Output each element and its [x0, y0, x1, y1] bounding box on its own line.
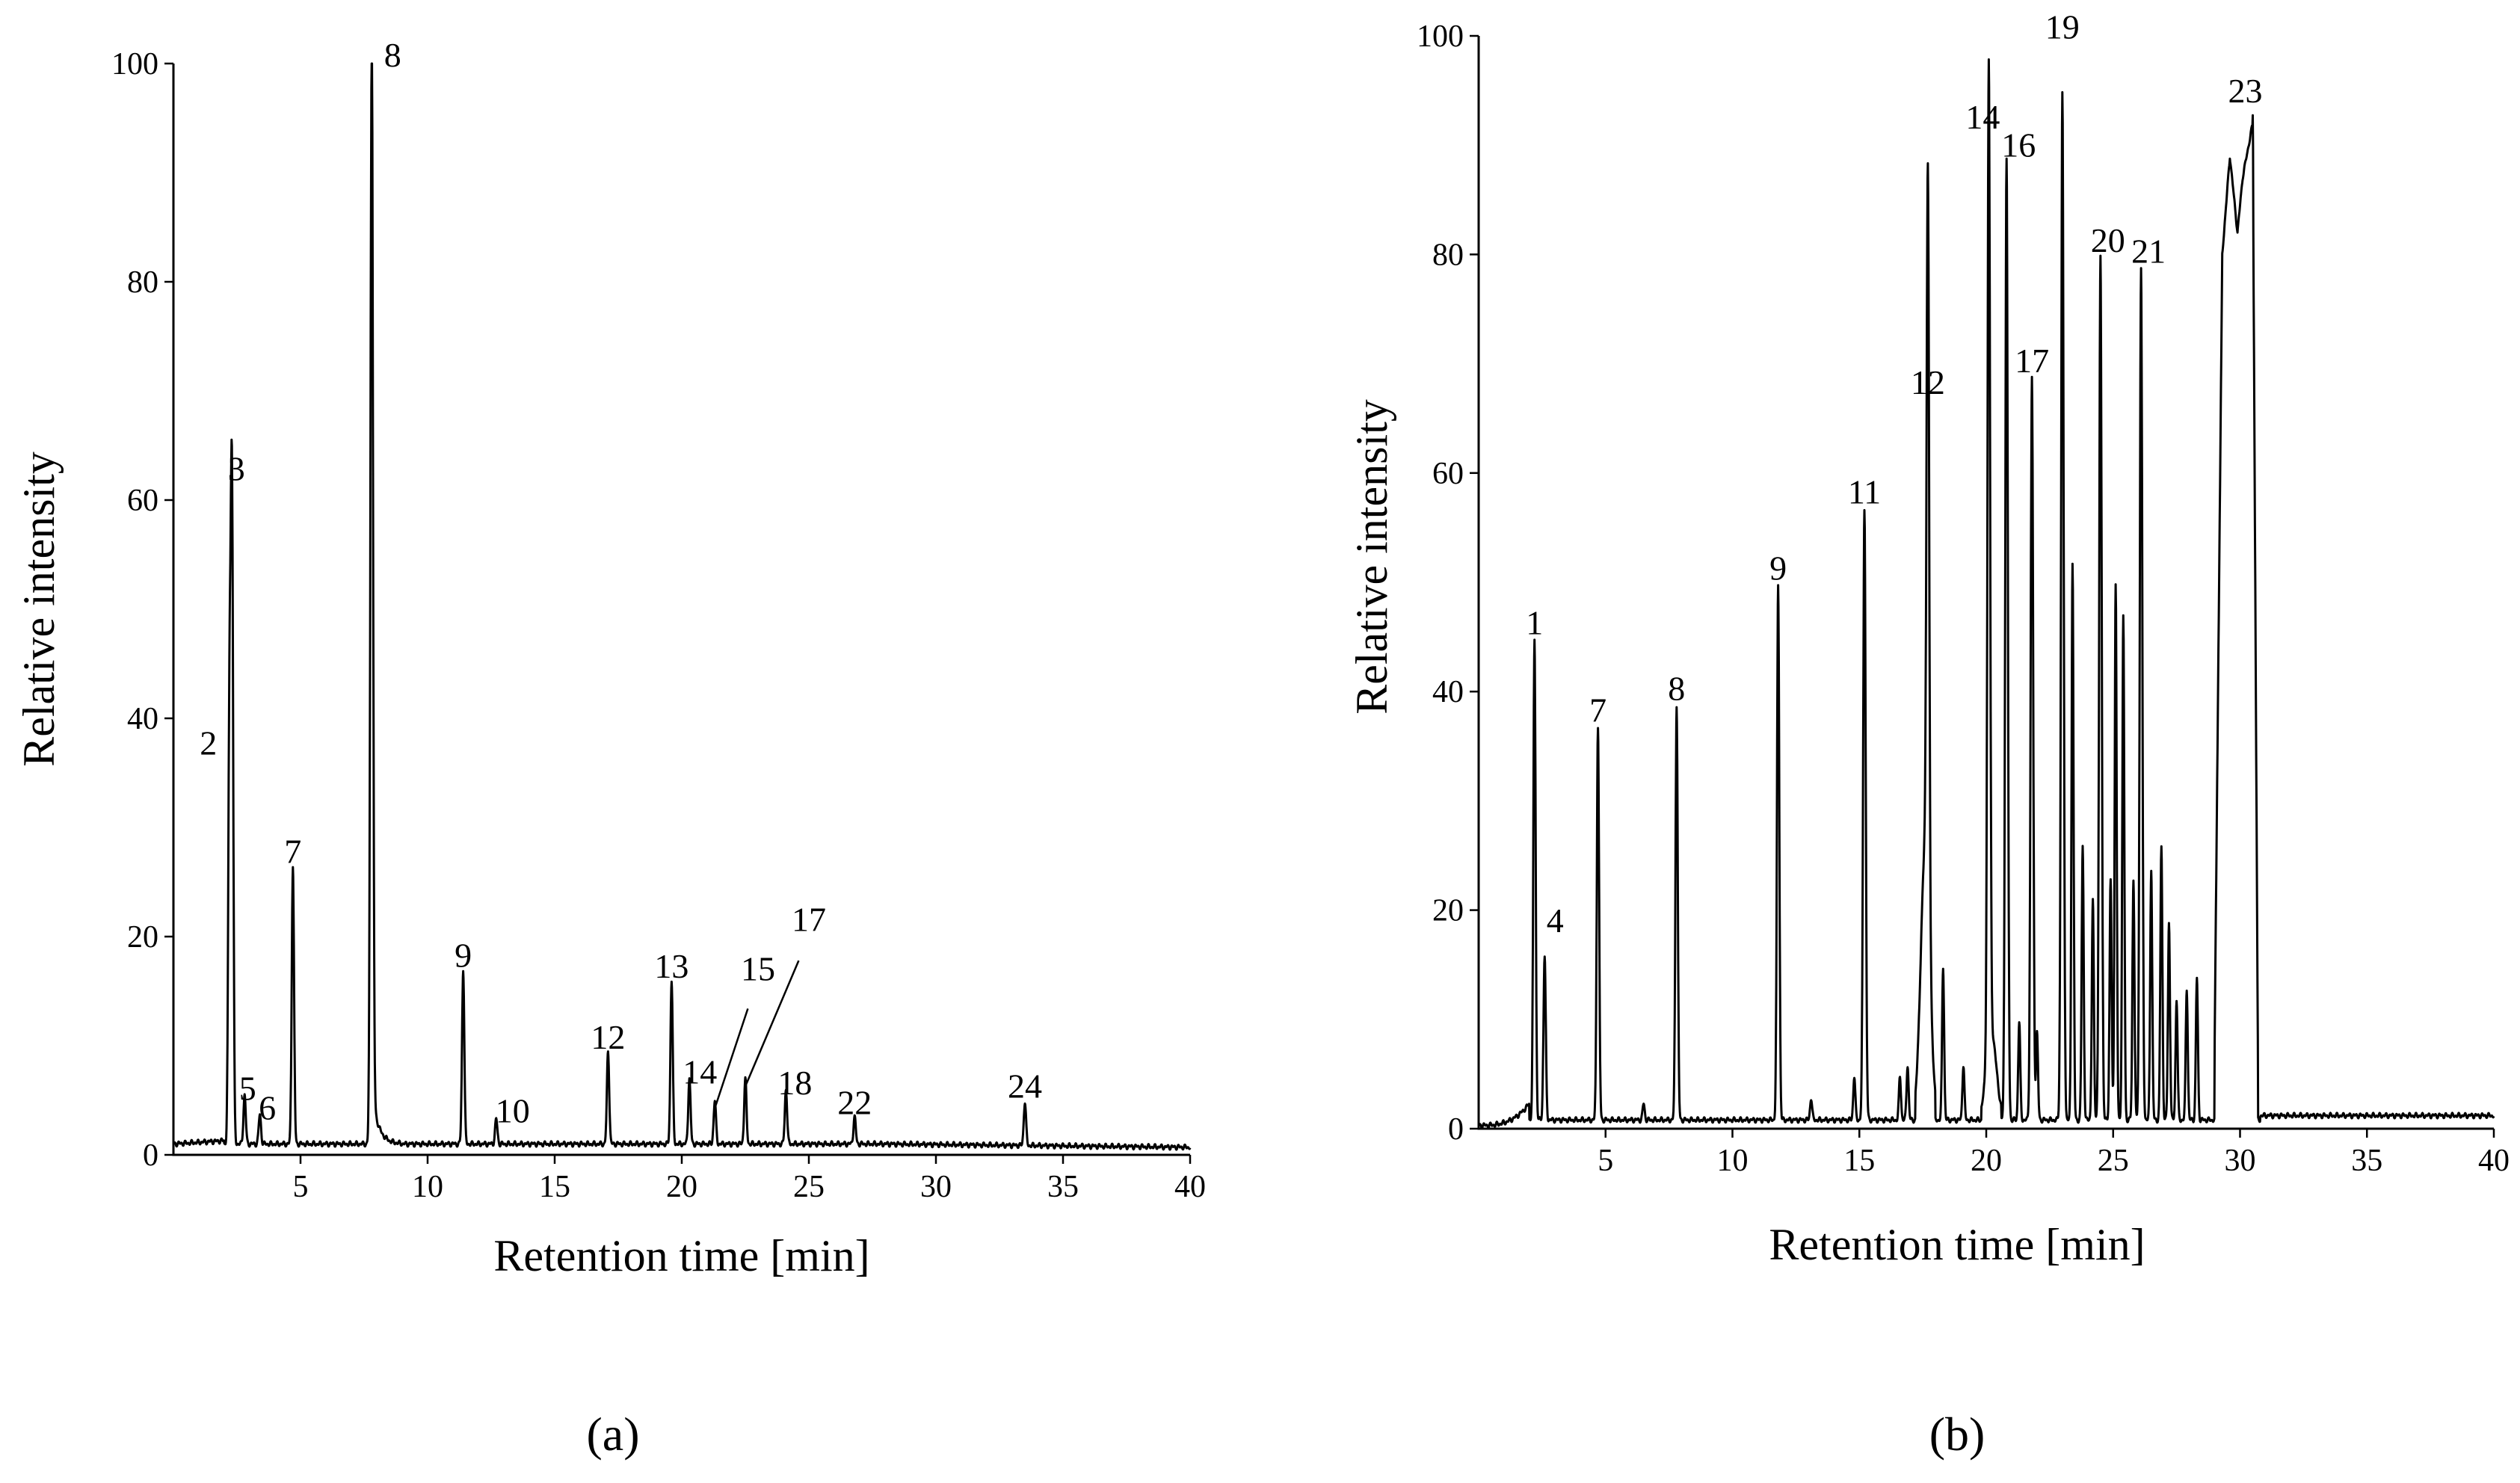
x-tick-label: 30: [2225, 1144, 2256, 1178]
peak-label-a: 8: [384, 36, 401, 74]
peak-label-a: 6: [259, 1089, 276, 1127]
x-tick-label: 20: [666, 1170, 697, 1204]
peak-labels-a: 2 3 56 7 8 9 10 12 13 14 15 17 18 22 24: [200, 36, 1042, 1129]
peak-label-a: 22: [837, 1084, 872, 1122]
x-tick-label: 5: [1598, 1144, 1613, 1178]
peak-label-b: 7: [1589, 691, 1606, 730]
peak-label-a: 3: [228, 449, 245, 487]
peak-label-b: 12: [1911, 363, 1945, 401]
x-axis-title-b: Retention time [min]: [1769, 1220, 2145, 1269]
peak-label-a: 9: [455, 936, 472, 974]
x-tick-label: 35: [2351, 1144, 2382, 1178]
y-axis-title-b: Relative intensity: [1347, 399, 1396, 715]
y-tick-label: 80: [1432, 238, 1464, 272]
peak-label-a: 24: [1008, 1067, 1042, 1106]
peak-label-a: 2: [200, 724, 217, 762]
y-tick-label: 20: [127, 920, 158, 955]
peak-label-b: 21: [2131, 232, 2166, 271]
y-tick-label: 60: [1432, 457, 1464, 491]
peak-label-a: 17: [792, 901, 826, 939]
peak-label-b: 20: [2091, 221, 2125, 259]
peak-label-b: 4: [1547, 901, 1564, 940]
peak-label-b: 16: [2001, 126, 2036, 164]
y-tick-label: 100: [1417, 19, 1464, 54]
x-tick-label: 15: [1843, 1144, 1875, 1178]
ticks-b: 5 10 15 20 25 30 35 40 0 20 40 60 80 100: [1417, 19, 2510, 1178]
x-tick-label: 40: [1174, 1170, 1206, 1204]
peak-label-b: 1: [1526, 604, 1543, 642]
peak-label-a: 7: [284, 833, 301, 871]
x-axis-title-a: Retention time [min]: [493, 1231, 869, 1280]
axis-lines-a: [172, 64, 1190, 1156]
x-tick-label: 10: [412, 1170, 443, 1204]
y-tick-label: 40: [1432, 675, 1464, 709]
x-tick-label: 35: [1047, 1170, 1079, 1204]
y-tick-label: 100: [111, 47, 158, 81]
x-tick-label: 5: [293, 1170, 309, 1204]
y-tick-label: 40: [127, 702, 158, 736]
peak-label-b: 14: [1965, 98, 2000, 136]
y-tick-label: 80: [127, 265, 158, 300]
y-tick-label: 0: [1448, 1112, 1464, 1147]
peak-label-b: 11: [1848, 472, 1881, 511]
panel-label-a: (a): [586, 1408, 639, 1461]
trace-a: [172, 62, 1192, 1151]
trace-b: [1477, 58, 2495, 1129]
peak-label-a: 10: [496, 1091, 530, 1129]
peak-label-a: 5: [239, 1069, 256, 1107]
leader-line-15: [714, 1008, 749, 1109]
peak-label-a: 13: [654, 947, 688, 985]
y-axis-title-a: Relative intensity: [14, 451, 64, 767]
x-tick-label: 10: [1717, 1144, 1749, 1178]
x-tick-label: 15: [539, 1170, 570, 1204]
peak-label-b: 23: [2228, 72, 2263, 110]
x-tick-label: 30: [920, 1170, 952, 1204]
x-tick-label: 25: [793, 1170, 825, 1204]
peak-label-b: 8: [1668, 669, 1685, 707]
chromatogram-line-a: [172, 62, 1192, 1151]
peak-label-a: 18: [777, 1064, 812, 1102]
x-tick-label: 40: [2478, 1144, 2510, 1178]
peak-label-a: 14: [683, 1052, 717, 1091]
panel-label-b: (b): [1929, 1408, 1985, 1461]
peak-label-b: 19: [2045, 8, 2080, 46]
peak-label-a: 12: [591, 1018, 625, 1056]
x-tick-label: 25: [2098, 1144, 2129, 1178]
y-tick-label: 60: [127, 484, 158, 518]
peak-label-b: 9: [1769, 549, 1787, 588]
chromatogram-line-b: [1477, 58, 2495, 1129]
y-tick-label: 20: [1432, 894, 1464, 928]
peak-label-a: 15: [741, 949, 775, 987]
y-tick-label: 0: [143, 1138, 158, 1173]
peak-label-b: 17: [2015, 342, 2049, 380]
x-tick-label: 20: [1971, 1144, 2002, 1178]
leader-line-17: [744, 960, 800, 1087]
